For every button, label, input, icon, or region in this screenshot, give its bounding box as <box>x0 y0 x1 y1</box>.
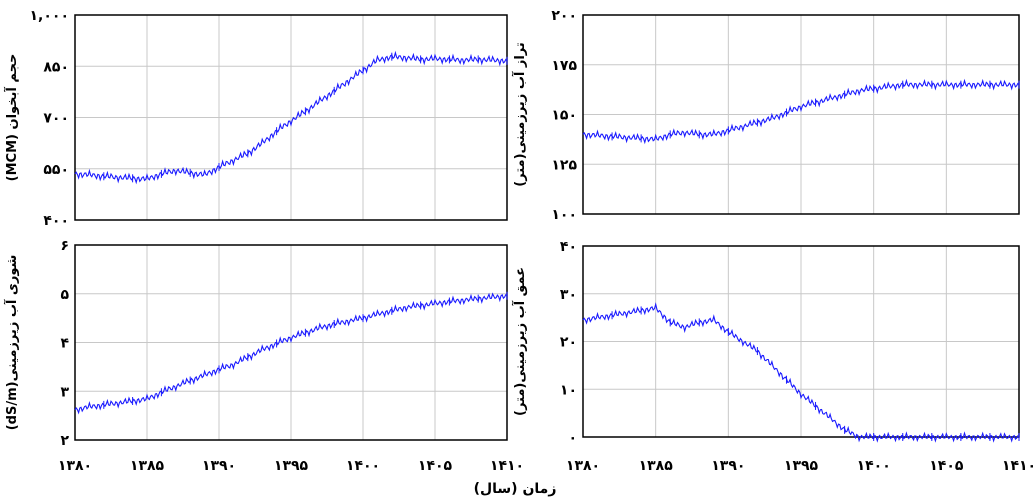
series-line <box>74 50 508 185</box>
y-tick-label: ۱۲۵ <box>551 157 577 173</box>
y-axis-title: حجم آبخوان (MCM) <box>3 54 20 182</box>
x-axis: ۱۳۸۰ ۱۳۸۵ ۱۳۹۰ ۱۳۹۵ ۱۴۰۰ ۱۴۰۵ ۱۴۱۰ ۱۳۸۰ ۱۳۸۵ ۱۳۹۰… <box>58 458 1033 474</box>
y-tick-label: ۴ <box>60 336 69 352</box>
y-tick-label: ۵ <box>60 287 69 303</box>
x-tick-label: ۱۳۸۵ <box>130 458 165 474</box>
y-tick-label: ۴۰۰ <box>43 213 69 229</box>
panel-groundwater-level: ۱۰۰ ۱۲۵ ۱۵۰ ۱۷۵ ۲۰۰ تراز آب زیرزمینی(متر) <box>511 8 1020 223</box>
series-line <box>582 78 1020 145</box>
x-tick-label: ۱۳۸۰ <box>566 458 600 474</box>
y-axis-title: شوری آب زیرزمینی(dS/m) <box>3 255 20 431</box>
x-tick-label: ۱۴۰۵ <box>929 458 964 474</box>
series-line <box>74 292 508 415</box>
panel-aquifer-volume: ۴۰۰ ۵۵۰ ۷۰۰ ۸۵۰ ۱,۰۰۰ حجم آبخوان (MCM) <box>3 8 508 229</box>
x-tick-label: ۱۳۹۵ <box>274 458 309 474</box>
y-tick-label: ۰ <box>568 430 577 446</box>
x-tick-label: ۱۳۸۵ <box>639 458 674 474</box>
y-tick-label: ۲ <box>60 433 69 449</box>
y-tick-label: ۳۰ <box>560 287 577 303</box>
plot-frame <box>74 14 508 221</box>
y-tick-label: ۳ <box>60 384 69 400</box>
x-tick-label: ۱۳۸۰ <box>58 458 92 474</box>
y-tick-label: ۴۰ <box>560 239 577 255</box>
series-line <box>582 302 1020 443</box>
y-tick-label: ۵۵۰ <box>43 162 69 178</box>
y-tick-label: ۱۵۰ <box>551 108 577 124</box>
y-tick-label: ۲۰ <box>560 335 577 351</box>
x-tick-label: ۱۴۰۵ <box>418 458 453 474</box>
x-tick-label: ۱۳۹۵ <box>784 458 819 474</box>
plot-frame <box>582 245 1020 438</box>
x-tick-label: ۱۳۹۰ <box>202 458 236 474</box>
y-tick-label: ۸۵۰ <box>43 59 69 75</box>
y-tick-label: ۱,۰۰۰ <box>30 8 70 24</box>
y-tick-label: ۶ <box>60 238 69 254</box>
x-tick-label: ۱۴۱۰ <box>490 458 524 474</box>
x-axis-title: زمان (سال) <box>474 481 557 497</box>
panel-groundwater-depth: ۰ ۱۰ ۲۰ ۳۰ ۴۰ عمق آب زیرزمینی(متر) <box>511 239 1020 446</box>
plot-frame <box>582 14 1020 215</box>
panel-groundwater-salinity: ۲ ۳ ۴ ۵ ۶ شوری آب زیرزمینی(dS/m) <box>3 238 508 449</box>
y-tick-label: ۷۰۰ <box>43 111 69 127</box>
y-axis-title: عمق آب زیرزمینی(متر) <box>511 267 528 416</box>
y-tick-label: ۱۰۰ <box>551 207 577 223</box>
plot-frame <box>74 244 508 441</box>
x-tick-label: ۱۴۰۰ <box>857 458 891 474</box>
y-tick-label: ۲۰۰ <box>551 8 577 24</box>
y-axis-title: تراز آب زیرزمینی(متر) <box>511 42 528 187</box>
x-tick-label: ۱۳۹۰ <box>711 458 745 474</box>
y-tick-label: ۱۰ <box>560 382 577 398</box>
y-tick-label: ۱۷۵ <box>551 58 577 74</box>
x-tick-label: ۱۴۱۰ <box>1002 458 1033 474</box>
x-tick-label: ۱۴۰۰ <box>346 458 380 474</box>
